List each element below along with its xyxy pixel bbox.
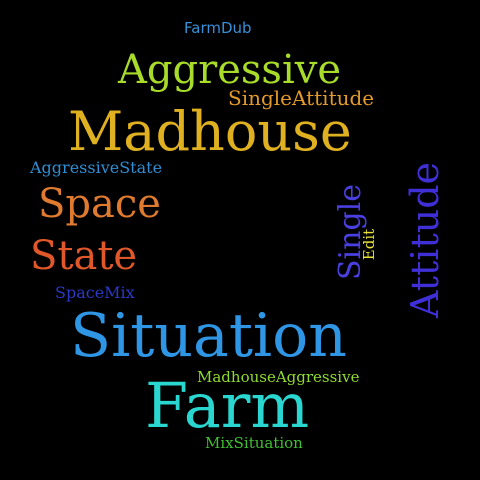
word-aggressive: Aggressive [118,47,342,93]
word-situation: Situation [70,301,347,371]
word-singleattitude: SingleAttitude [228,86,375,110]
word-edit: Edit [360,228,379,261]
word-state: State [30,233,138,279]
word-space: Space [38,181,161,227]
word-attitude: Attitude [403,161,448,319]
word-madhouse: Madhouse [68,100,352,163]
word-aggressivestate: AggressiveState [30,158,163,177]
word-farm: Farm [145,369,310,442]
word-mixsituation: MixSituation [205,434,303,452]
word-spacemix: SpaceMix [55,283,135,302]
word-farmdub: FarmDub [184,19,252,37]
word-madhouseaggressive: MadhouseAggressive [197,368,360,386]
